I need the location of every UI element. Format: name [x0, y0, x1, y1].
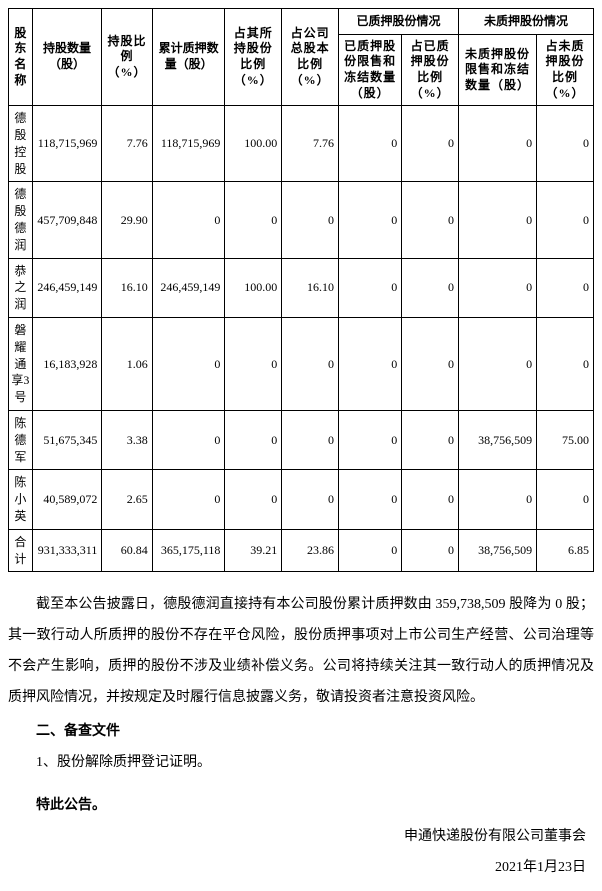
cell-p_qty: 0 [339, 258, 402, 317]
th-holding-ratio: 持股比例（%） [102, 9, 152, 106]
cell-p_qty: 0 [339, 410, 402, 469]
cell-u_ratio: 0 [537, 106, 594, 182]
cell-pct_self: 0 [225, 410, 282, 469]
cell-u_ratio: 75.00 [537, 410, 594, 469]
cell-hold_qty: 246,459,149 [32, 258, 102, 317]
th-pct-total: 占公司总股本比例（%） [282, 9, 339, 106]
cell-hold_qty: 16,183,928 [32, 317, 102, 410]
cell-cum_pledged: 0 [152, 410, 225, 469]
cell-cum_pledged: 118,715,969 [152, 106, 225, 182]
cell-p_ratio: 0 [402, 317, 459, 410]
cell-name: 恭之润 [9, 258, 33, 317]
cell-name: 德殷控股 [9, 106, 33, 182]
cell-pct_self: 39.21 [225, 529, 282, 572]
cell-u_ratio: 0 [537, 317, 594, 410]
cell-hold_qty: 457,709,848 [32, 182, 102, 258]
cell-hold_ratio: 29.90 [102, 182, 152, 258]
cell-pct_self: 0 [225, 182, 282, 258]
cell-p_ratio: 0 [402, 410, 459, 469]
table-row: 德殷德润457,709,84829.900000000 [9, 182, 594, 258]
cell-p_ratio: 0 [402, 529, 459, 572]
section-2-title: 二、备查文件 [8, 717, 594, 748]
cell-pct_total: 0 [282, 317, 339, 410]
signature-org: 申通快递股份有限公司董事会 [8, 822, 594, 853]
cell-p_ratio: 0 [402, 470, 459, 529]
th-p-ratio: 占已质押股份比例（%） [402, 34, 459, 105]
cell-pct_self: 0 [225, 317, 282, 410]
table-row: 恭之润246,459,14916.10246,459,149100.0016.1… [9, 258, 594, 317]
notice-text: 特此公告。 [8, 791, 594, 822]
cell-u_qty: 0 [459, 182, 537, 258]
cell-pct_total: 0 [282, 470, 339, 529]
table-row: 陈德军51,675,3453.380000038,756,50975.00 [9, 410, 594, 469]
section-2-item-1: 1、股份解除质押登记证明。 [8, 748, 594, 779]
cell-u_qty: 0 [459, 317, 537, 410]
cell-u_ratio: 6.85 [537, 529, 594, 572]
cell-pct_self: 100.00 [225, 106, 282, 182]
table-row: 磐耀通享3号16,183,9281.060000000 [9, 317, 594, 410]
cell-hold_ratio: 3.38 [102, 410, 152, 469]
th-pct-self: 占其所持股份比例（%） [225, 9, 282, 106]
cell-p_qty: 0 [339, 182, 402, 258]
signature-date: 2021年1月23日 [8, 853, 594, 884]
cell-name: 德殷德润 [9, 182, 33, 258]
table-row: 合计931,333,31160.84365,175,11839.2123.860… [9, 529, 594, 572]
cell-hold_ratio: 2.65 [102, 470, 152, 529]
cell-hold_qty: 51,675,345 [32, 410, 102, 469]
cell-pct_total: 0 [282, 182, 339, 258]
cell-p_qty: 0 [339, 106, 402, 182]
cell-cum_pledged: 0 [152, 182, 225, 258]
cell-hold_qty: 40,589,072 [32, 470, 102, 529]
pledge-table: 股东名称 持股数量（股） 持股比例（%） 累计质押数量（股） 占其所持股份比例（… [8, 8, 594, 572]
cell-p_ratio: 0 [402, 258, 459, 317]
table-row: 陈小英40,589,0722.650000000 [9, 470, 594, 529]
cell-pct_self: 0 [225, 470, 282, 529]
cell-p_qty: 0 [339, 529, 402, 572]
th-p-qty: 已质押股份限售和冻结数量（股） [339, 34, 402, 105]
cell-u_ratio: 0 [537, 258, 594, 317]
cell-pct_total: 23.86 [282, 529, 339, 572]
cell-p_ratio: 0 [402, 106, 459, 182]
th-pledged-group: 已质押股份情况 [339, 9, 459, 35]
cell-cum_pledged: 365,175,118 [152, 529, 225, 572]
th-unpledged-group: 未质押股份情况 [459, 9, 594, 35]
cell-name: 陈德军 [9, 410, 33, 469]
cell-cum_pledged: 246,459,149 [152, 258, 225, 317]
cell-u_qty: 0 [459, 470, 537, 529]
cell-name: 陈小英 [9, 470, 33, 529]
cell-name: 合计 [9, 529, 33, 572]
cell-hold_ratio: 1.06 [102, 317, 152, 410]
cell-p_ratio: 0 [402, 182, 459, 258]
cell-hold_ratio: 16.10 [102, 258, 152, 317]
cell-hold_ratio: 60.84 [102, 529, 152, 572]
cell-u_ratio: 0 [537, 470, 594, 529]
cell-cum_pledged: 0 [152, 470, 225, 529]
cell-pct_total: 7.76 [282, 106, 339, 182]
cell-u_qty: 0 [459, 258, 537, 317]
th-name: 股东名称 [9, 9, 33, 106]
th-cum-pledged: 累计质押数量（股） [152, 9, 225, 106]
cell-p_qty: 0 [339, 317, 402, 410]
cell-u_qty: 38,756,509 [459, 529, 537, 572]
th-u-qty: 未质押股份限售和冻结数量（股） [459, 34, 537, 105]
th-holding-qty: 持股数量（股） [32, 9, 102, 106]
th-u-ratio: 占未质押股份比例（%） [537, 34, 594, 105]
cell-name: 磐耀通享3号 [9, 317, 33, 410]
cell-cum_pledged: 0 [152, 317, 225, 410]
table-row: 德殷控股118,715,9697.76118,715,969100.007.76… [9, 106, 594, 182]
cell-u_ratio: 0 [537, 182, 594, 258]
cell-hold_qty: 931,333,311 [32, 529, 102, 572]
cell-hold_qty: 118,715,969 [32, 106, 102, 182]
cell-u_qty: 0 [459, 106, 537, 182]
cell-pct_self: 100.00 [225, 258, 282, 317]
cell-u_qty: 38,756,509 [459, 410, 537, 469]
cell-pct_total: 0 [282, 410, 339, 469]
cell-pct_total: 16.10 [282, 258, 339, 317]
disclosure-paragraph: 截至本公告披露日，德殷德润直接持有本公司股份累计质押数由 359,738,509… [8, 590, 594, 713]
cell-p_qty: 0 [339, 470, 402, 529]
cell-hold_ratio: 7.76 [102, 106, 152, 182]
